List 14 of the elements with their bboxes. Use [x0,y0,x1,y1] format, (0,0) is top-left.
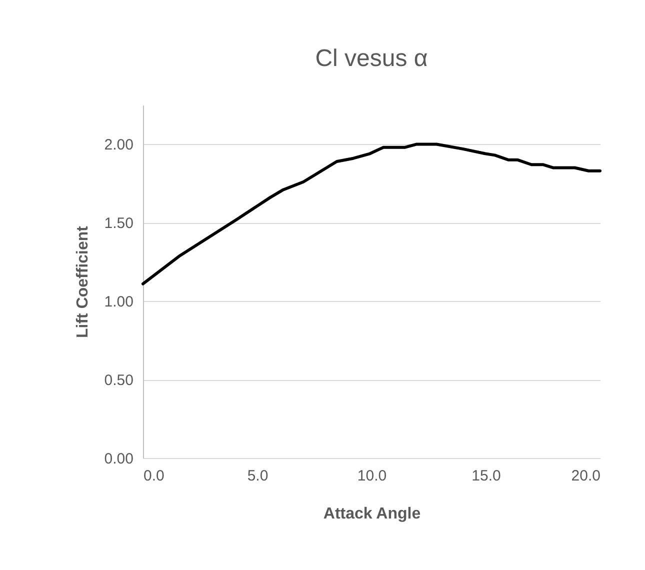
y-tick-label: 1.00 [104,294,134,311]
chart-title: Cl vesus α [315,45,428,72]
y-tick-label: 1.50 [104,215,134,232]
x-tick-label: 20.0 [571,468,600,484]
y-axis-title: Lift Coefficient [74,225,92,338]
x-tick-label: 10.0 [357,468,387,484]
y-tick-label: 0.50 [104,372,134,390]
line-series [142,142,602,286]
y-tick-label: 0.00 [104,450,134,468]
x-tick-label: 0.0 [144,468,164,484]
y-tick-label: 2.00 [104,136,134,154]
x-tick-label: 15.0 [472,468,501,484]
x-axis-title: Attack Angle [323,506,421,522]
x-tick-label: 5.0 [247,468,268,484]
